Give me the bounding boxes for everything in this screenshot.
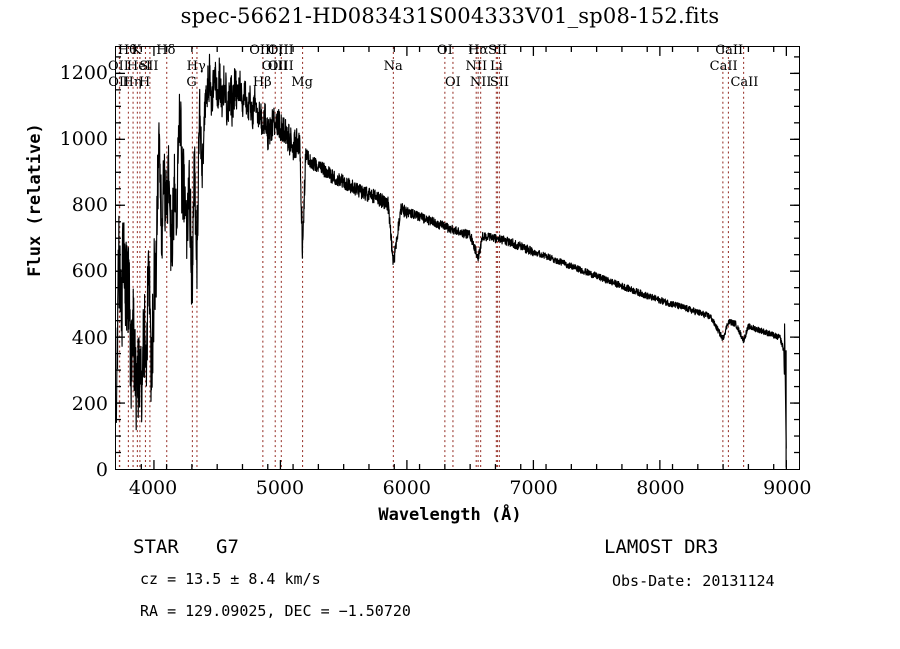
x-axis-title: Wavelength (Å): [378, 505, 522, 525]
x-tick-label: 8000: [636, 477, 685, 499]
y-tick-label: 200: [71, 392, 108, 415]
y-tick-label: 400: [71, 326, 108, 349]
y-axis-tick-labels: 0 200 400 600 800 1000 1200: [40, 46, 108, 482]
y-tick-label: 0: [95, 459, 108, 481]
x-tick-label: 9000: [763, 477, 812, 499]
y-axis-title: Flux (relative): [25, 123, 45, 277]
coordinates-label: RA = 129.09025, DEC = −1.50720: [140, 602, 411, 620]
obs-date-label: Obs-Date: 20131124: [612, 572, 775, 590]
x-tick-label: 6000: [382, 477, 431, 499]
x-tick-label: 5000: [255, 477, 305, 499]
y-tick-label: 1000: [59, 127, 108, 150]
y-tick-label: 800: [71, 194, 108, 216]
plot-area: [115, 46, 800, 470]
x-tick-label: 7000: [509, 477, 558, 499]
plot-frame: [115, 46, 800, 470]
x-axis-tick-labels: 4000 5000 6000 7000 8000 9000: [115, 477, 812, 503]
survey-label: LAMOST DR3: [604, 536, 719, 558]
spectral-class-label: G7: [216, 536, 239, 558]
object-type-label: STAR: [133, 536, 179, 558]
y-tick-label: 600: [71, 260, 108, 283]
x-tick-label: 4000: [128, 477, 178, 499]
page-title: spec-56621-HD083431S004333V01_sp08-152.f…: [180, 4, 720, 28]
y-tick-label: 1200: [59, 61, 108, 84]
redshift-velocity-label: cz = 13.5 ± 8.4 km/s: [140, 570, 321, 588]
spectrum-canvas: [116, 47, 799, 469]
